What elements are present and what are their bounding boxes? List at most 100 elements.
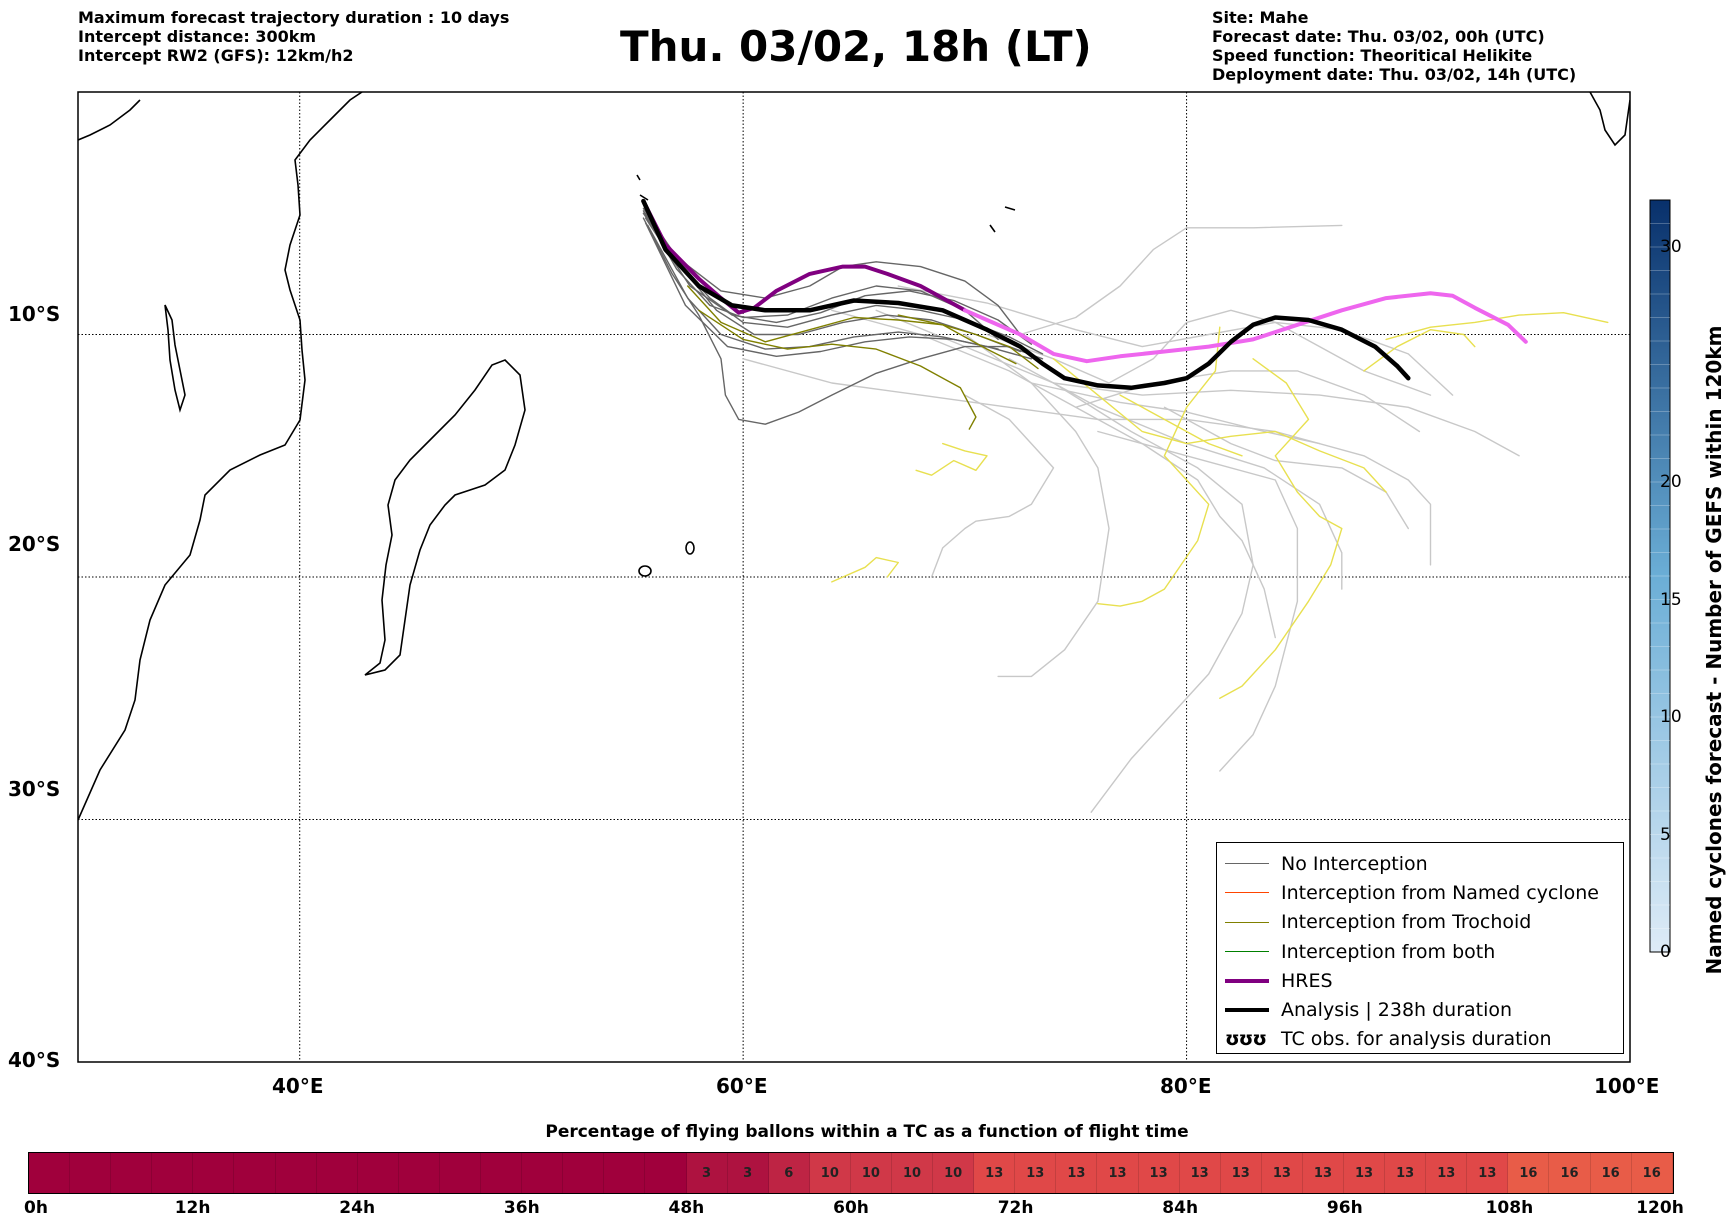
horizontal-colorbar-tick: 24h [339, 1198, 376, 1218]
colorbar-segment [357, 1153, 399, 1193]
reunion-coastline [685, 541, 695, 555]
colorbar-segment [316, 1153, 358, 1193]
arabia-coastline [78, 99, 141, 141]
horizontal-colorbar-tick: 60h [833, 1198, 869, 1218]
colorbar-segment: 10 [933, 1153, 975, 1193]
colorbar-segment [522, 1153, 564, 1193]
colorbar-segment: 13 [1220, 1153, 1262, 1193]
map-frame [77, 91, 1631, 1063]
colorbar-segment: 13 [1385, 1153, 1427, 1193]
legend-item: Analysis | 238h duration [1225, 995, 1623, 1024]
colorbar-segment: 10 [850, 1153, 892, 1193]
colorbar-segment [563, 1153, 605, 1193]
trajectory-gray [742, 358, 1432, 566]
trajectory-gray [964, 333, 1110, 678]
lon-label-80e: 80°E [1160, 1074, 1212, 1098]
vertical-colorbar [1649, 199, 1671, 953]
colorbar-segment: 16 [1631, 1153, 1673, 1193]
vertical-colorbar-bands [1650, 223, 1670, 929]
trajectory-yellow [1052, 358, 1387, 493]
header-deployment-date: Deployment date: Thu. 03/02, 14h (UTC) [1212, 65, 1577, 84]
legend-label: Analysis | 238h duration [1281, 999, 1513, 1022]
legend-label: No Interception [1281, 852, 1428, 875]
trajectory-hres [641, 199, 967, 315]
trajectory-gray [930, 394, 1055, 578]
trajectory-yellow [915, 442, 988, 476]
legend: No Interception Interception from Named c… [1216, 842, 1624, 1054]
lon-label-60e: 60°E [716, 1074, 768, 1098]
header-right: Site: Mahe Forecast date: Thu. 03/02, 00… [1212, 8, 1576, 84]
colorbar-segment [398, 1153, 440, 1193]
legend-label: Interception from Trochoid [1281, 911, 1532, 934]
colorbar-segment: 3 [727, 1153, 769, 1193]
horizontal-colorbar: 3 3 6 10 10 10 10 13 13 13 13 13 13 13 13 13 13 13 13 13 16 1… [28, 1152, 1674, 1194]
trajectory-trochoid [687, 285, 1017, 365]
legend-item: HRES [1225, 966, 1623, 995]
colorbar-segment: 16 [1590, 1153, 1632, 1193]
colorbar-segment: 10 [809, 1153, 851, 1193]
trajectory-yellow [1119, 394, 1243, 457]
mauritius-coastline [638, 565, 652, 577]
horizontal-colorbar-title: Percentage of flying ballons within a TC… [545, 1122, 1189, 1142]
trajectory-no-interception [642, 210, 999, 341]
trajectories [641, 198, 1609, 813]
trajectory-yellow [1219, 358, 1343, 699]
vertical-colorbar-title: Named cyclones forecast - Number of GEFS… [1702, 325, 1726, 975]
colorbar-segment [70, 1153, 112, 1193]
trajectory-yellow [1097, 326, 1221, 607]
colorbar-segment: 13 [1426, 1153, 1468, 1193]
trajectory-gray [986, 309, 1432, 396]
legend-swatch [1225, 892, 1269, 894]
horizontal-colorbar-tick: 36h [503, 1198, 540, 1218]
colorbar-segment [645, 1153, 687, 1193]
vertical-colorbar-tick: 15 [1660, 589, 1682, 610]
seychelles-islands [636, 174, 1016, 233]
horizontal-colorbar-tick: 12h [174, 1198, 211, 1218]
india-coastline [1589, 92, 1630, 147]
trajectory-yellow [831, 556, 899, 583]
header-left: Maximum forecast trajectory duration : 1… [78, 8, 509, 65]
coastlines [78, 92, 1630, 821]
trajectory-trochoid [897, 314, 1039, 370]
colorbar-segment: 13 [1056, 1153, 1098, 1193]
horizontal-colorbar-tick: 108h [1485, 1198, 1534, 1218]
vertical-colorbar-tick: 20 [1660, 472, 1682, 492]
colorbar-segment: 13 [974, 1153, 1016, 1193]
legend-item: Interception from Named cyclone [1225, 878, 1623, 907]
page-title: Thu. 03/02, 18h (LT) [620, 22, 1092, 71]
vertical-colorbar-tick: 5 [1660, 824, 1671, 845]
colorbar-segment [152, 1153, 194, 1193]
colorbar-segment [275, 1153, 317, 1193]
colorbar-segment: 6 [768, 1153, 810, 1193]
colorbar-segment [439, 1153, 482, 1193]
colorbar-segment [193, 1153, 235, 1193]
legend-item-tc-obs: ʊʊʊ TC obs. for analysis duration [1225, 1025, 1623, 1054]
trajectory-gray [875, 309, 1520, 457]
colorbar-segment: 3 [686, 1153, 728, 1193]
lat-label-40s: 40°S [8, 1048, 61, 1072]
colorbar-segment: 13 [1015, 1153, 1057, 1193]
legend-swatch [1225, 863, 1269, 865]
horizontal-colorbar-tick: 0h [24, 1198, 48, 1218]
legend-item: Interception from both [1225, 937, 1623, 966]
colorbar-segment: 16 [1549, 1153, 1591, 1193]
header-duration: Maximum forecast trajectory duration : 1… [78, 8, 510, 27]
trajectory-gray [1097, 430, 1299, 772]
trajectory-gray [897, 285, 1454, 396]
graticule [78, 92, 1630, 1062]
legend-label: Interception from both [1281, 940, 1496, 963]
vertical-colorbar-tick: 30 [1660, 237, 1682, 257]
colorbar-segment: 13 [1138, 1153, 1180, 1193]
trajectory-gray [1030, 382, 1321, 445]
header-intercept-distance: Intercept distance: 300km [78, 27, 317, 46]
trajectory-gray [1019, 224, 1343, 336]
madagascar-coastline [364, 359, 526, 676]
legend-swatch [1225, 951, 1269, 953]
trajectory-analysis [641, 198, 1411, 391]
colorbar-segment: 13 [1179, 1153, 1221, 1193]
legend-label: HRES [1281, 969, 1333, 992]
horizontal-colorbar-tick: 96h [1326, 1198, 1363, 1218]
legend-swatch [1225, 1008, 1269, 1013]
legend-swatch [1225, 978, 1269, 983]
